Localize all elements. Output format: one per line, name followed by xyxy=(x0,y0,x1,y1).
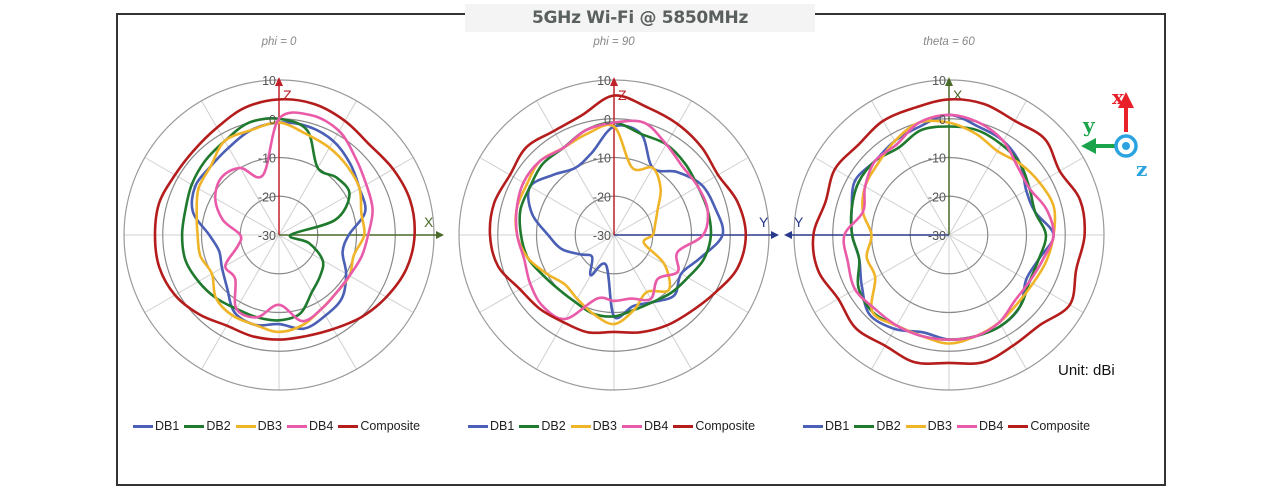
legend-swatch xyxy=(338,424,359,428)
legend-item: Composite xyxy=(1008,419,1090,433)
legend-swatch xyxy=(286,424,307,428)
legend-3: DB1 DB2 DB3 DB4 Composite xyxy=(803,419,1095,433)
legend-item: DB3 xyxy=(235,419,282,433)
legend-label: DB1 xyxy=(490,419,515,433)
legend-label: DB3 xyxy=(927,419,952,433)
svg-text:Z: Z xyxy=(283,87,292,103)
legend-swatch xyxy=(468,424,488,428)
series-db1 xyxy=(849,113,1055,342)
svg-text:Y: Y xyxy=(759,214,769,230)
legend-label: DB1 xyxy=(825,419,850,433)
legend-swatch xyxy=(956,424,977,428)
svg-text:-20: -20 xyxy=(928,190,946,204)
legend-item: DB2 xyxy=(854,419,901,433)
legend-1: DB1 DB2 DB3 DB4 Composite xyxy=(133,419,425,433)
svg-text:X: X xyxy=(953,87,963,103)
legend-item: DB1 xyxy=(133,419,179,433)
legend-swatch xyxy=(1008,424,1029,428)
coordinate-axes-icon: x y z xyxy=(1081,85,1147,179)
chart-3-title: theta = 60 xyxy=(923,36,975,48)
svg-text:10: 10 xyxy=(597,74,611,88)
legend-2: DB1 DB2 DB3 DB4 Composite xyxy=(468,419,760,433)
legend-swatch xyxy=(184,424,205,428)
legend-item: Composite xyxy=(338,419,420,433)
svg-text:0: 0 xyxy=(939,113,946,127)
series-db4 xyxy=(514,119,710,321)
legend-label: DB4 xyxy=(978,419,1004,433)
polar-chart-3: Y X 10 0 -10 -20 -30 xyxy=(784,74,1105,391)
svg-text:-30: -30 xyxy=(593,229,611,243)
svg-text:-20: -20 xyxy=(258,190,276,204)
svg-text:-10: -10 xyxy=(593,152,611,166)
svg-text:y: y xyxy=(1082,113,1096,137)
chart-1-title: phi = 0 xyxy=(261,36,297,48)
legend-label: DB4 xyxy=(308,419,334,433)
page-title: 5GHz Wi-Fi @ 5850MHz xyxy=(531,8,749,28)
legend-label: DB3 xyxy=(592,419,617,433)
svg-text:10: 10 xyxy=(932,74,946,88)
legend-swatch xyxy=(519,424,540,428)
legend-label: DB4 xyxy=(643,419,669,433)
legend-label: DB2 xyxy=(876,419,901,433)
legend-swatch xyxy=(235,424,256,428)
series-db3 xyxy=(514,123,672,326)
title-box: 5GHz Wi-Fi @ 5850MHz xyxy=(465,4,815,32)
legend-item: DB4 xyxy=(621,419,669,433)
legend-item: DB3 xyxy=(570,419,617,433)
svg-text:-20: -20 xyxy=(593,190,611,204)
series-db4 xyxy=(213,111,374,323)
legend-item: DB3 xyxy=(905,419,952,433)
series-db2 xyxy=(180,117,351,322)
svg-text:10: 10 xyxy=(262,74,276,88)
legend-swatch xyxy=(570,424,591,428)
legend-swatch xyxy=(673,424,694,428)
legend-label: DB2 xyxy=(541,419,566,433)
legend-item: DB4 xyxy=(286,419,334,433)
legend-item: DB2 xyxy=(184,419,231,433)
z-axis-out-icon: z xyxy=(1114,134,1147,179)
legend-label: DB2 xyxy=(206,419,231,433)
svg-text:0: 0 xyxy=(604,113,611,127)
series-db2 xyxy=(518,121,713,318)
chart-2-title: phi = 90 xyxy=(593,36,635,48)
x-axis-arrow-icon: x xyxy=(1112,85,1134,132)
svg-text:Y: Y xyxy=(794,214,804,230)
svg-text:0: 0 xyxy=(269,113,276,127)
legend-swatch xyxy=(133,424,153,428)
svg-text:-10: -10 xyxy=(258,152,276,166)
legend-item: Composite xyxy=(673,419,755,433)
svg-text:-30: -30 xyxy=(928,229,946,243)
svg-text:-30: -30 xyxy=(258,229,276,243)
legend-label: Composite xyxy=(360,419,421,433)
legend-label: DB3 xyxy=(257,419,282,433)
series-db3 xyxy=(195,121,366,334)
legend-label: DB1 xyxy=(155,419,180,433)
legend-item: DB2 xyxy=(519,419,566,433)
legend-label: Composite xyxy=(1030,419,1091,433)
series-composite xyxy=(811,97,1087,366)
series-composite xyxy=(488,94,748,335)
legend-swatch xyxy=(905,424,926,428)
svg-text:-10: -10 xyxy=(928,152,946,166)
legend-swatch xyxy=(621,424,642,428)
legend-label: Composite xyxy=(695,419,756,433)
legend-item: DB4 xyxy=(956,419,1004,433)
legend-swatch xyxy=(803,424,823,428)
series-composite xyxy=(153,97,417,341)
legend-item: DB1 xyxy=(468,419,514,433)
series-db4 xyxy=(842,113,1055,341)
unit-label: Unit: dBi xyxy=(1058,362,1115,379)
polar-chart-1: X Z 10 0 -10 -20 -30 xyxy=(123,74,444,391)
legend-item: DB1 xyxy=(803,419,849,433)
svg-text:z: z xyxy=(1136,157,1147,179)
svg-text:X: X xyxy=(424,214,434,230)
legend-swatch xyxy=(854,424,875,428)
y-axis-arrow-icon: y xyxy=(1081,113,1116,154)
svg-text:x: x xyxy=(1112,85,1125,109)
